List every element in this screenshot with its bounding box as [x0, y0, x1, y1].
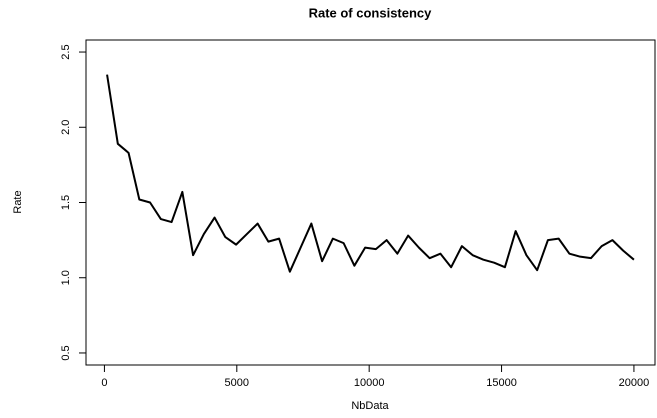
x-tick-label: 0: [101, 377, 107, 389]
plot-box: [85, 39, 656, 366]
x-tick-label: 15000: [486, 377, 517, 389]
x-tick-label: 5000: [225, 377, 249, 389]
y-axis-label: Rate: [12, 190, 24, 213]
x-tick-label: 20000: [619, 377, 650, 389]
y-tick-label: 2.5: [60, 44, 72, 59]
y-tick-label: 0.5: [60, 345, 72, 360]
y-tick-label: 1.0: [60, 270, 72, 285]
data-line: [106, 74, 635, 273]
x-tick-label: 10000: [354, 377, 385, 389]
x-axis-label: NbData: [351, 400, 389, 412]
y-tick-label: 1.5: [60, 195, 72, 210]
chart-title: Rate of consistency: [309, 5, 433, 20]
y-tick-label: 2.0: [60, 120, 72, 135]
